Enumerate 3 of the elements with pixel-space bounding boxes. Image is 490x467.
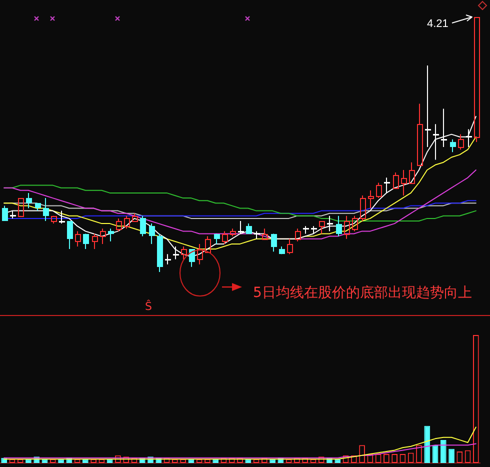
text: 5日均线在股价的底部出现趋势向上 [253,285,472,301]
text: Ŝ [145,300,152,313]
annotation: 4.21 [427,18,448,30]
